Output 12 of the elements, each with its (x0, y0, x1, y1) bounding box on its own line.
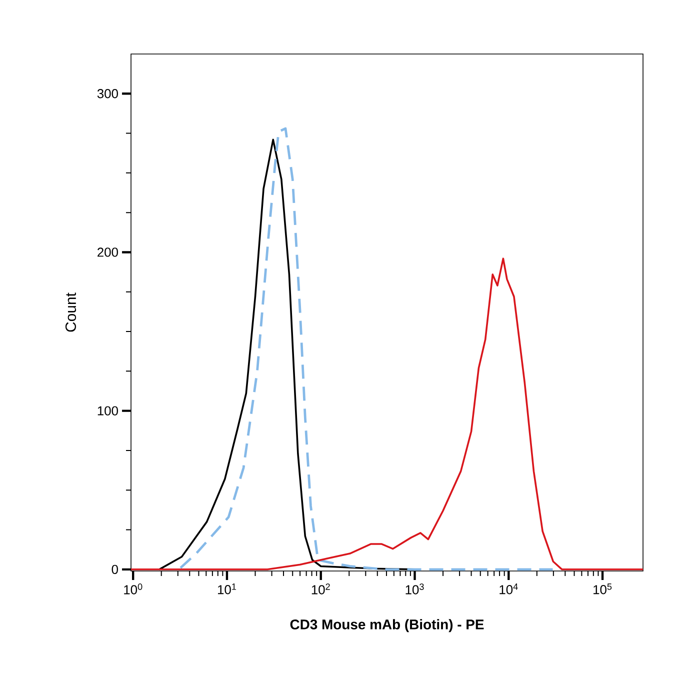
x-axis-title: CD3 Mouse mAb (Biotin) - PE (290, 619, 484, 632)
x-tick-label: 10$^{3}$ (406, 584, 424, 594)
x-tick-label: 10$^{5}$ (594, 584, 612, 594)
y-tick-label: 200 (98, 248, 118, 257)
x-tick-label: 10$^{4}$ (500, 584, 518, 594)
x-tick-label: 10$^{1}$ (218, 584, 236, 594)
y-axis-title: Count (65, 292, 76, 332)
y-tick-label: 100 (98, 406, 118, 416)
y-tick-label: 0 (112, 564, 118, 574)
x-tick-label: 10$^{0}$ (124, 584, 142, 594)
y-tick-label: 300 (97, 89, 118, 98)
x-tick-label: 10$^{2}$ (312, 584, 330, 594)
